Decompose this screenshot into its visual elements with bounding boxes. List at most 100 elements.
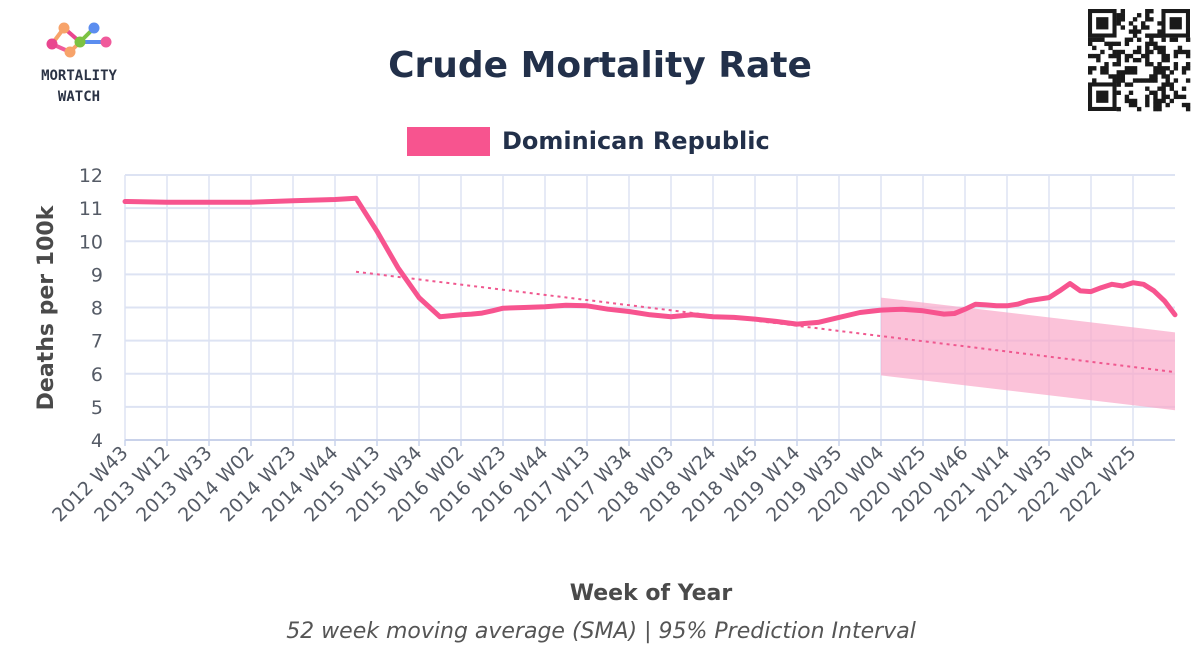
legend-label: Dominican Republic bbox=[502, 127, 770, 155]
qr-module bbox=[1112, 41, 1117, 47]
qr-module bbox=[1128, 70, 1134, 75]
qr-module bbox=[1161, 82, 1166, 87]
qr-module bbox=[1124, 53, 1130, 59]
qr-module bbox=[1132, 70, 1138, 75]
qr-module bbox=[1128, 90, 1134, 95]
qr-module bbox=[1145, 53, 1150, 59]
qr-module bbox=[1116, 78, 1121, 83]
qr-module bbox=[1088, 53, 1093, 59]
qr-module bbox=[1112, 49, 1117, 55]
qr-module bbox=[1124, 57, 1130, 63]
qr-module bbox=[1112, 78, 1117, 83]
qr-module bbox=[1149, 17, 1154, 22]
qr-module bbox=[1116, 17, 1121, 22]
qr-module bbox=[1128, 82, 1134, 87]
qr-module bbox=[1120, 74, 1126, 79]
y-tick-label: 8 bbox=[91, 298, 103, 320]
qr-module bbox=[1116, 53, 1121, 59]
prediction-interval-band bbox=[881, 297, 1175, 411]
qr-module bbox=[1165, 82, 1170, 87]
qr-module bbox=[1128, 53, 1134, 59]
qr-module bbox=[1104, 70, 1109, 75]
qr-module bbox=[1185, 53, 1191, 59]
qr-module bbox=[1149, 78, 1154, 83]
qr-module bbox=[1165, 57, 1170, 63]
qr-module bbox=[1092, 53, 1097, 59]
qr-module bbox=[1165, 74, 1170, 79]
qr-module bbox=[1157, 49, 1162, 55]
qr-module bbox=[1181, 49, 1187, 55]
logo-node bbox=[58, 22, 70, 34]
qr-module bbox=[1092, 66, 1097, 71]
qr-module bbox=[1165, 53, 1170, 59]
trend-line bbox=[355, 270, 1176, 374]
qr-module bbox=[1108, 41, 1113, 47]
qr-module bbox=[1145, 17, 1150, 22]
qr-module bbox=[1145, 41, 1150, 47]
legend: Dominican Republic bbox=[407, 127, 770, 156]
qr-module bbox=[1173, 37, 1179, 42]
qr-module bbox=[1128, 98, 1134, 104]
qr-module bbox=[1161, 57, 1166, 63]
qr-module bbox=[1141, 25, 1146, 30]
qr-module bbox=[1088, 37, 1093, 42]
qr-module bbox=[1124, 82, 1130, 87]
qr-module bbox=[1132, 49, 1138, 55]
qr-module bbox=[1161, 37, 1166, 42]
y-tick-label: 11 bbox=[79, 198, 103, 220]
qr-module bbox=[1153, 98, 1158, 104]
qr-module bbox=[1132, 98, 1138, 104]
qr-module bbox=[1161, 66, 1166, 71]
qr-module bbox=[1185, 102, 1191, 108]
qr-module bbox=[1100, 37, 1105, 42]
qr-module bbox=[1116, 62, 1121, 67]
qr-module bbox=[1096, 37, 1101, 42]
qr-module bbox=[1132, 25, 1138, 30]
qr-module bbox=[1116, 57, 1121, 63]
logo-node bbox=[74, 36, 86, 48]
qr-module bbox=[1136, 13, 1142, 18]
qr-module bbox=[1116, 74, 1121, 79]
qr-module bbox=[1128, 21, 1134, 26]
qr-module bbox=[1145, 9, 1150, 14]
qr-module bbox=[1132, 78, 1138, 83]
qr-module bbox=[1088, 41, 1093, 47]
qr-module bbox=[1088, 66, 1093, 71]
qr-module bbox=[1116, 82, 1121, 87]
qr-module bbox=[1136, 49, 1142, 55]
qr-module bbox=[1116, 106, 1121, 112]
qr-module bbox=[1153, 106, 1158, 112]
qr-module bbox=[1161, 74, 1166, 79]
qr-module bbox=[1104, 66, 1109, 71]
qr-module bbox=[1165, 78, 1170, 83]
qr-module bbox=[1132, 57, 1138, 63]
qr-module bbox=[1136, 37, 1142, 42]
qr-module bbox=[1141, 53, 1146, 59]
x-axis-title: Week of Year bbox=[570, 581, 733, 606]
qr-module bbox=[1116, 41, 1121, 47]
qr-module bbox=[1136, 78, 1142, 83]
qr-module bbox=[1149, 37, 1154, 42]
qr-module bbox=[1181, 94, 1187, 100]
qr-module bbox=[1108, 53, 1113, 59]
qr-module bbox=[1120, 13, 1126, 18]
qr-module bbox=[1124, 94, 1130, 100]
y-tick-label: 5 bbox=[91, 397, 103, 419]
qr-module bbox=[1145, 98, 1150, 104]
qr-module bbox=[1181, 70, 1187, 75]
qr-module bbox=[1092, 78, 1097, 83]
qr-module bbox=[1161, 70, 1166, 75]
qr-module bbox=[1145, 13, 1150, 18]
logo-mark-icon bbox=[46, 22, 112, 58]
qr-module bbox=[1092, 37, 1097, 42]
qr-module bbox=[1141, 21, 1146, 26]
qr-module bbox=[1157, 106, 1162, 112]
qr-module bbox=[1181, 66, 1187, 71]
qr-module bbox=[1177, 45, 1183, 51]
qr-module bbox=[1169, 37, 1174, 42]
qr-module bbox=[1112, 74, 1117, 79]
qr-module bbox=[1128, 66, 1134, 71]
qr-module bbox=[1185, 62, 1191, 67]
